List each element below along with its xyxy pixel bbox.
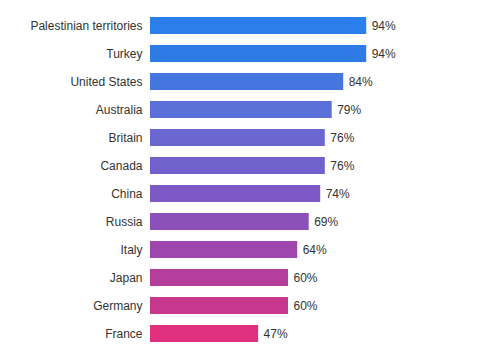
svg-text:Palestinian territories: Palestinian territories bbox=[30, 19, 142, 33]
svg-text:47%: 47% bbox=[264, 327, 288, 341]
svg-text:60%: 60% bbox=[294, 271, 318, 285]
svg-text:Australia: Australia bbox=[96, 103, 143, 117]
svg-text:60%: 60% bbox=[294, 299, 318, 313]
svg-text:76%: 76% bbox=[330, 131, 354, 145]
svg-text:74%: 74% bbox=[326, 187, 350, 201]
svg-text:94%: 94% bbox=[372, 47, 396, 61]
svg-text:79%: 79% bbox=[337, 103, 361, 117]
svg-text:94%: 94% bbox=[372, 19, 396, 33]
svg-text:Italy: Italy bbox=[120, 243, 142, 257]
svg-text:France: France bbox=[105, 327, 143, 341]
svg-text:United States: United States bbox=[70, 75, 142, 89]
svg-text:Canada: Canada bbox=[100, 159, 142, 173]
svg-text:64%: 64% bbox=[303, 243, 327, 257]
svg-text:Britain: Britain bbox=[108, 131, 142, 145]
svg-text:76%: 76% bbox=[330, 159, 354, 173]
svg-text:Russia: Russia bbox=[106, 215, 143, 229]
svg-text:84%: 84% bbox=[349, 75, 373, 89]
svg-text:Turkey: Turkey bbox=[106, 47, 142, 61]
svg-text:Japan: Japan bbox=[110, 271, 143, 285]
svg-text:69%: 69% bbox=[314, 215, 338, 229]
svg-text:Germany: Germany bbox=[93, 299, 142, 313]
svg-text:China: China bbox=[111, 187, 143, 201]
